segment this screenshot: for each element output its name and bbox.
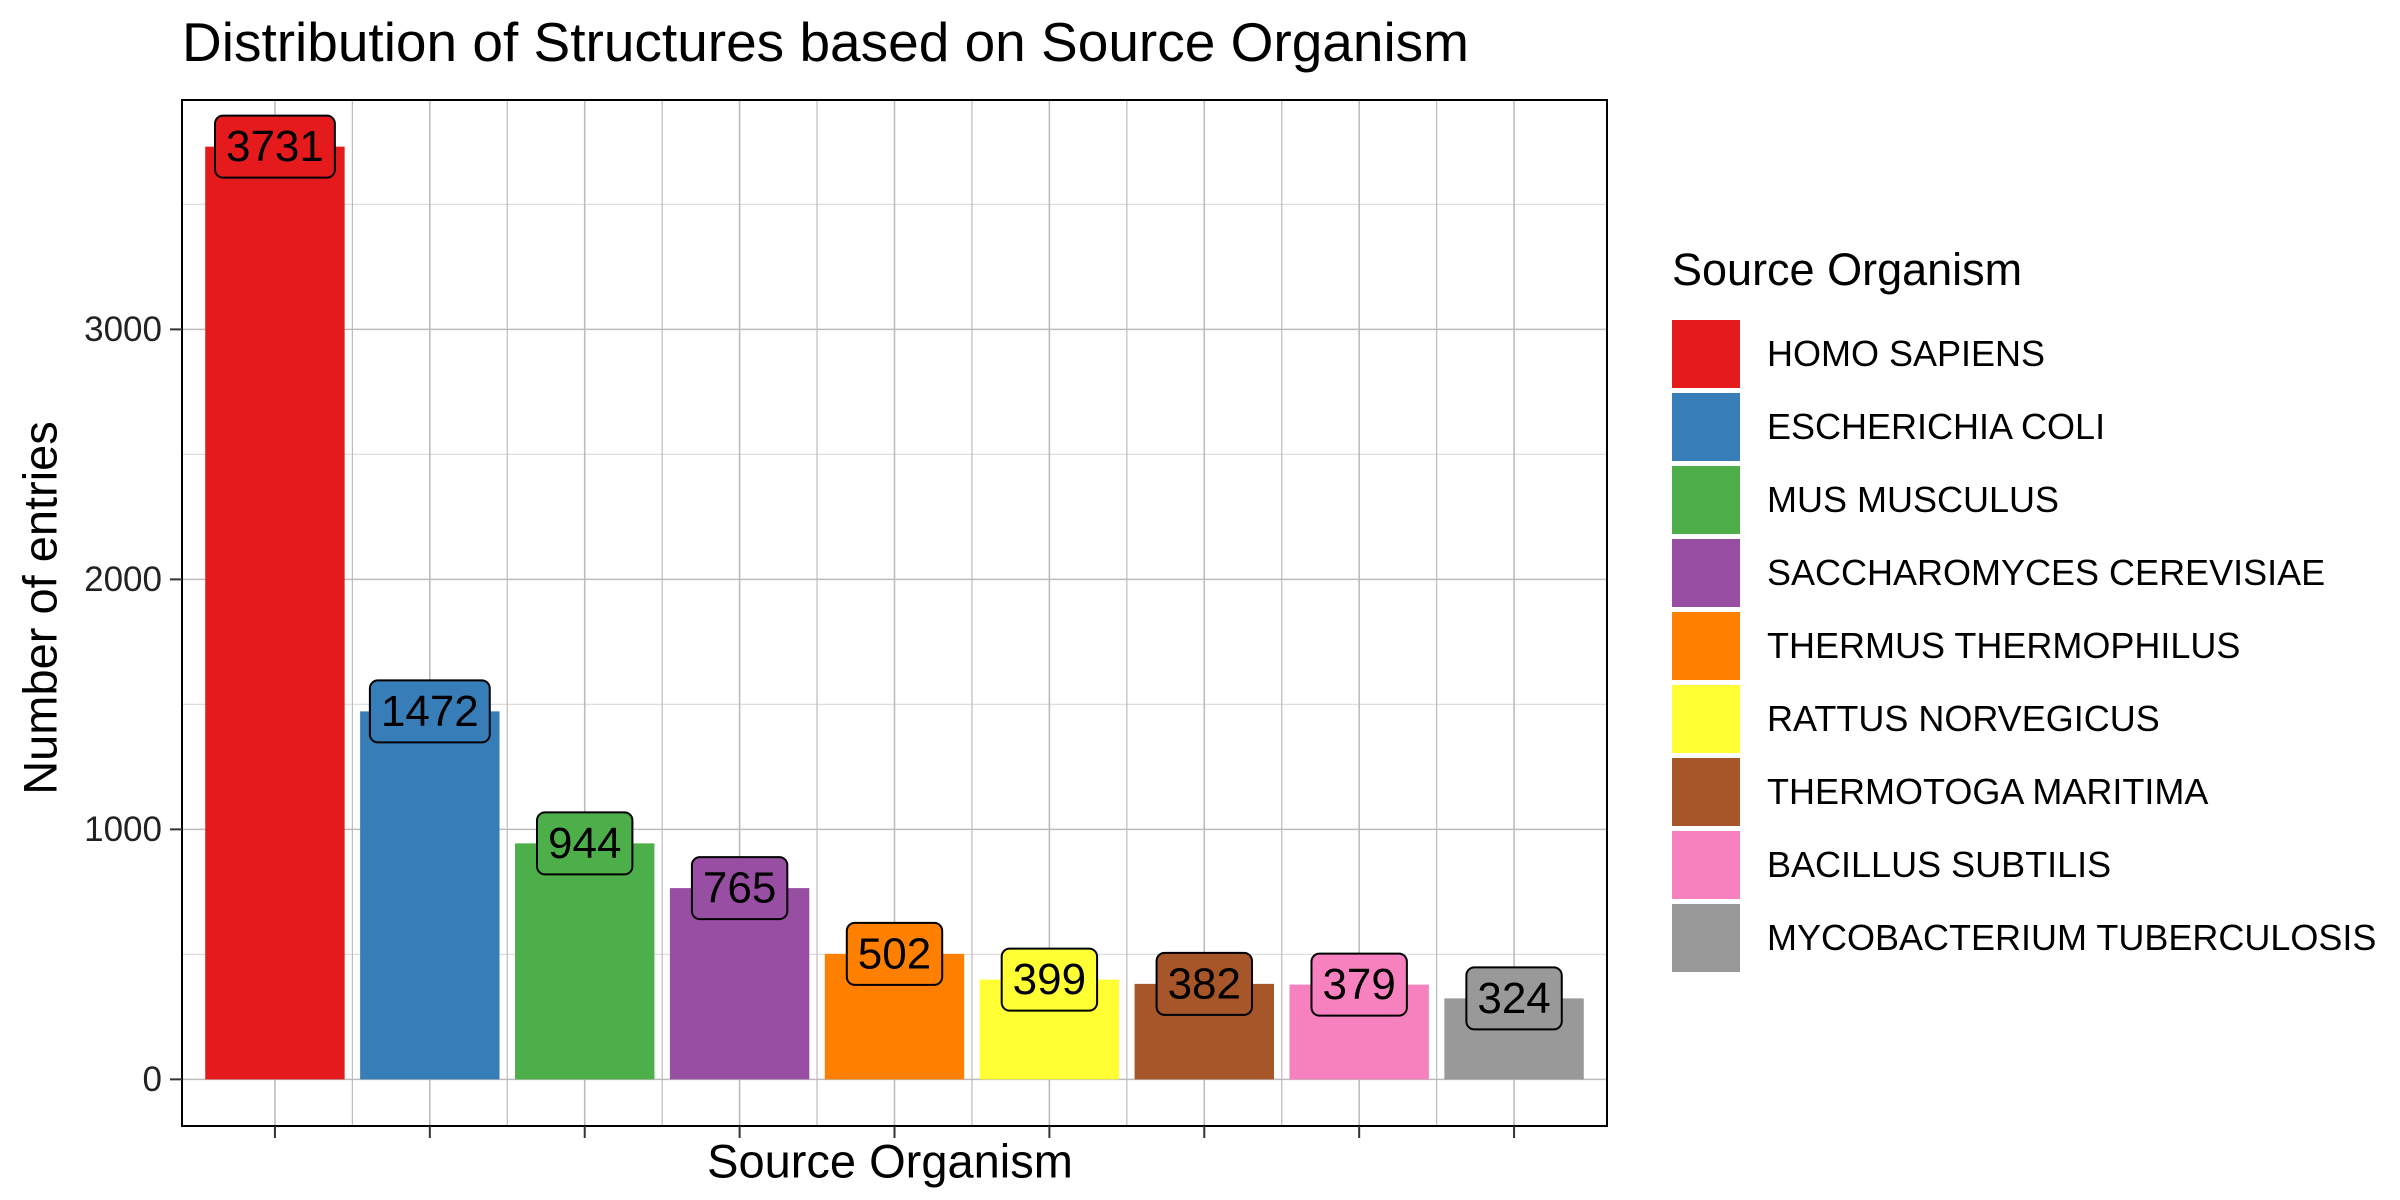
y-tick-label: 0 xyxy=(143,1060,162,1099)
legend-swatch xyxy=(1672,685,1740,753)
data-label: 502 xyxy=(858,929,931,978)
legend-swatch xyxy=(1672,466,1740,534)
data-label-box xyxy=(1155,951,1253,1016)
y-axis-title: Number of entries xyxy=(13,421,67,795)
legend-label: BACILLUS SUBTILIS xyxy=(1767,844,2112,885)
legend-swatch xyxy=(1672,393,1740,461)
x-axis-title: Source Organism xyxy=(707,1134,1073,1188)
legend-label: MUS MUSCULUS xyxy=(1767,479,2060,520)
legend-label: MYCOBACTERIUM TUBERCULOSIS xyxy=(1767,917,2377,958)
legend-swatch xyxy=(1672,320,1740,388)
data-label: 3731 xyxy=(226,122,324,171)
legend-label: RATTUS NORVEGICUS xyxy=(1767,698,2160,739)
legend-swatch xyxy=(1672,904,1740,972)
data-label-box xyxy=(214,114,336,179)
data-label: 382 xyxy=(1168,959,1241,1008)
data-label-box xyxy=(1000,947,1099,1012)
data-label-box xyxy=(845,921,944,986)
data-label: 944 xyxy=(548,819,621,868)
data-label: 1472 xyxy=(381,687,479,736)
data-label-box xyxy=(690,856,789,921)
data-label: 324 xyxy=(1477,974,1550,1023)
y-tick-label: 2000 xyxy=(84,560,162,599)
data-label-box xyxy=(368,679,491,744)
data-label-box xyxy=(1310,952,1408,1017)
legend-label: THERMOTOGA MARITIMA xyxy=(1767,771,2209,812)
legend-label: THERMUS THERMOPHILUS xyxy=(1767,625,2241,666)
legend-swatch xyxy=(1672,758,1740,826)
bar xyxy=(205,146,345,1080)
legend-swatch xyxy=(1672,612,1740,680)
data-label-box xyxy=(1465,966,1563,1031)
bar xyxy=(515,843,655,1080)
chart-title: Distribution of Structures based on Sour… xyxy=(182,11,1469,73)
legend-label: HOMO SAPIENS xyxy=(1767,333,2046,374)
data-label: 379 xyxy=(1322,960,1395,1009)
legend-label: ESCHERICHIA COLI xyxy=(1767,406,2106,447)
bar xyxy=(360,711,500,1080)
data-label-box xyxy=(536,811,634,876)
y-tick-label: 1000 xyxy=(84,810,162,849)
data-label: 399 xyxy=(1013,955,1086,1004)
y-tick-label: 3000 xyxy=(84,310,162,349)
legend-title: Source Organism xyxy=(1672,244,2023,295)
legend-swatch xyxy=(1672,831,1740,899)
legend-label: SACCHAROMYCES CEREVISIAE xyxy=(1767,552,2326,593)
data-label: 765 xyxy=(703,864,776,913)
legend-swatch xyxy=(1672,539,1740,607)
